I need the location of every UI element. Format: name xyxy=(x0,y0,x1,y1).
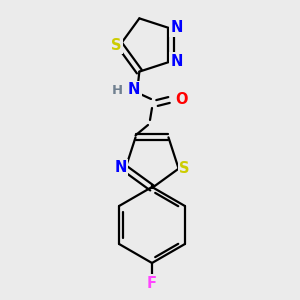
Text: N: N xyxy=(170,54,183,69)
Text: N: N xyxy=(114,160,127,175)
Text: O: O xyxy=(175,92,187,107)
Text: F: F xyxy=(147,275,157,290)
Text: S: S xyxy=(179,161,190,176)
Text: H: H xyxy=(112,83,123,97)
Text: S: S xyxy=(111,38,121,52)
Text: N: N xyxy=(128,82,140,98)
Text: N: N xyxy=(170,20,183,35)
